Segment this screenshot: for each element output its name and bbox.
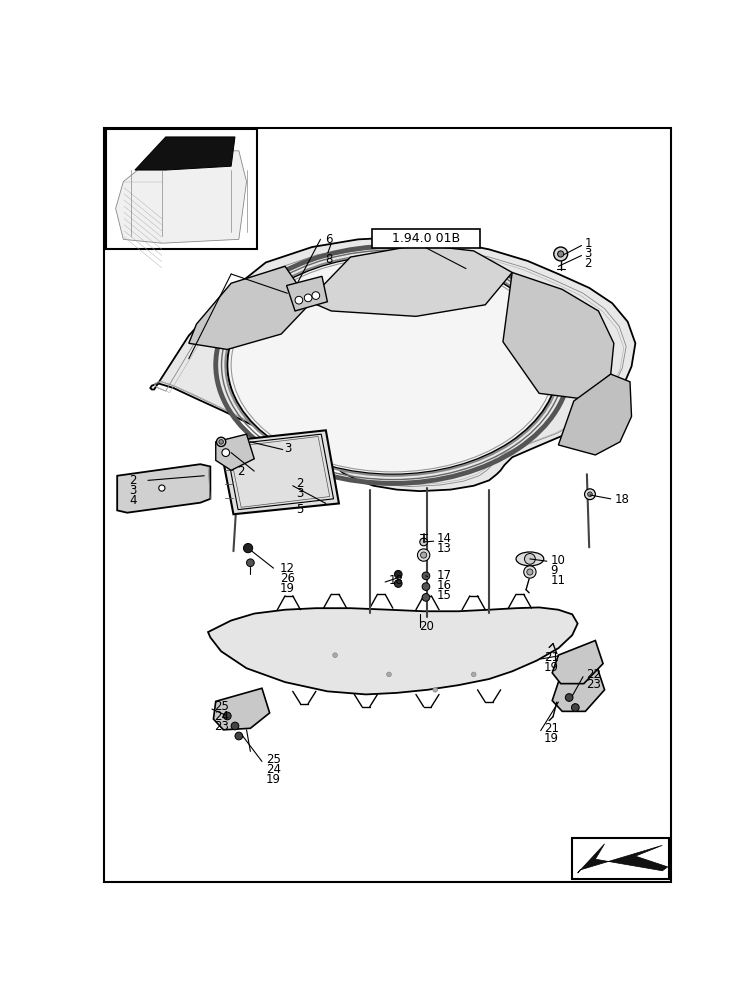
Text: 26: 26 — [280, 572, 295, 585]
Circle shape — [243, 544, 253, 553]
Circle shape — [558, 251, 564, 257]
Text: 25: 25 — [266, 753, 280, 766]
Text: 10: 10 — [550, 554, 565, 567]
Text: 18: 18 — [389, 574, 403, 587]
Circle shape — [333, 653, 337, 657]
Polygon shape — [308, 245, 513, 316]
Text: 18: 18 — [615, 493, 630, 506]
Circle shape — [159, 485, 165, 491]
Text: 8: 8 — [325, 253, 333, 266]
Text: 23: 23 — [586, 678, 601, 691]
Text: 23: 23 — [214, 720, 229, 733]
Text: 22: 22 — [586, 668, 601, 681]
Ellipse shape — [228, 255, 559, 475]
Circle shape — [587, 492, 592, 497]
Text: 21: 21 — [544, 651, 559, 664]
Text: 2: 2 — [296, 477, 303, 490]
Circle shape — [525, 554, 535, 564]
Polygon shape — [215, 434, 254, 470]
Circle shape — [216, 437, 226, 446]
Text: 1: 1 — [584, 237, 592, 250]
Text: 13: 13 — [437, 542, 451, 555]
Text: 20: 20 — [419, 620, 434, 633]
Circle shape — [433, 687, 438, 692]
Text: 5: 5 — [296, 503, 303, 516]
Text: 9: 9 — [550, 564, 558, 577]
Text: 3: 3 — [284, 442, 292, 455]
Circle shape — [565, 694, 573, 701]
Circle shape — [395, 570, 402, 578]
Text: 14: 14 — [437, 532, 452, 545]
Circle shape — [584, 489, 596, 500]
Circle shape — [304, 294, 312, 302]
Text: 19: 19 — [280, 582, 295, 595]
Text: 19: 19 — [266, 773, 280, 786]
Circle shape — [295, 296, 302, 304]
Circle shape — [472, 672, 476, 677]
Polygon shape — [189, 266, 311, 349]
Polygon shape — [116, 151, 246, 243]
Polygon shape — [117, 464, 210, 513]
Bar — [106, 129, 256, 249]
Polygon shape — [150, 237, 635, 491]
Text: 3: 3 — [296, 487, 303, 500]
Text: 11: 11 — [550, 574, 565, 587]
Circle shape — [224, 712, 231, 720]
Text: 17: 17 — [437, 569, 452, 582]
Circle shape — [422, 572, 430, 580]
Polygon shape — [287, 276, 327, 311]
Circle shape — [422, 583, 430, 590]
Text: 24: 24 — [214, 710, 229, 723]
Circle shape — [572, 704, 579, 711]
Circle shape — [222, 449, 230, 456]
Text: 2: 2 — [237, 465, 245, 478]
Bar — [572, 838, 669, 879]
Text: 7: 7 — [325, 243, 333, 256]
Text: 16: 16 — [437, 579, 452, 592]
Circle shape — [235, 732, 243, 740]
Polygon shape — [552, 667, 605, 711]
Circle shape — [218, 440, 224, 444]
Polygon shape — [559, 374, 631, 455]
Text: 12: 12 — [280, 562, 295, 575]
Polygon shape — [208, 607, 578, 694]
Text: 24: 24 — [266, 763, 280, 776]
Circle shape — [420, 538, 427, 546]
Circle shape — [422, 594, 430, 601]
Polygon shape — [503, 272, 614, 399]
Text: 2: 2 — [129, 474, 137, 487]
Circle shape — [395, 580, 402, 587]
Polygon shape — [213, 688, 270, 730]
Text: 3: 3 — [584, 247, 592, 260]
Circle shape — [246, 559, 254, 567]
Polygon shape — [578, 844, 668, 873]
Text: 4: 4 — [129, 494, 137, 507]
Text: 1.94.0 01B: 1.94.0 01B — [392, 232, 460, 245]
Circle shape — [527, 569, 533, 575]
Text: 6: 6 — [325, 233, 333, 246]
Polygon shape — [135, 137, 235, 170]
Circle shape — [553, 247, 568, 261]
Text: 2: 2 — [584, 257, 592, 270]
Text: 19: 19 — [544, 732, 559, 745]
Text: 25: 25 — [214, 700, 229, 713]
Bar — [372, 229, 480, 248]
Ellipse shape — [516, 552, 544, 566]
Circle shape — [386, 672, 392, 677]
Text: 19: 19 — [544, 661, 559, 674]
Polygon shape — [219, 430, 339, 514]
Circle shape — [231, 722, 239, 730]
Circle shape — [420, 552, 426, 558]
Circle shape — [312, 292, 320, 299]
Polygon shape — [552, 641, 603, 684]
Text: 15: 15 — [437, 589, 451, 602]
Circle shape — [524, 566, 536, 578]
Circle shape — [417, 549, 430, 561]
Text: 21: 21 — [544, 722, 559, 735]
Text: 3: 3 — [129, 484, 137, 497]
